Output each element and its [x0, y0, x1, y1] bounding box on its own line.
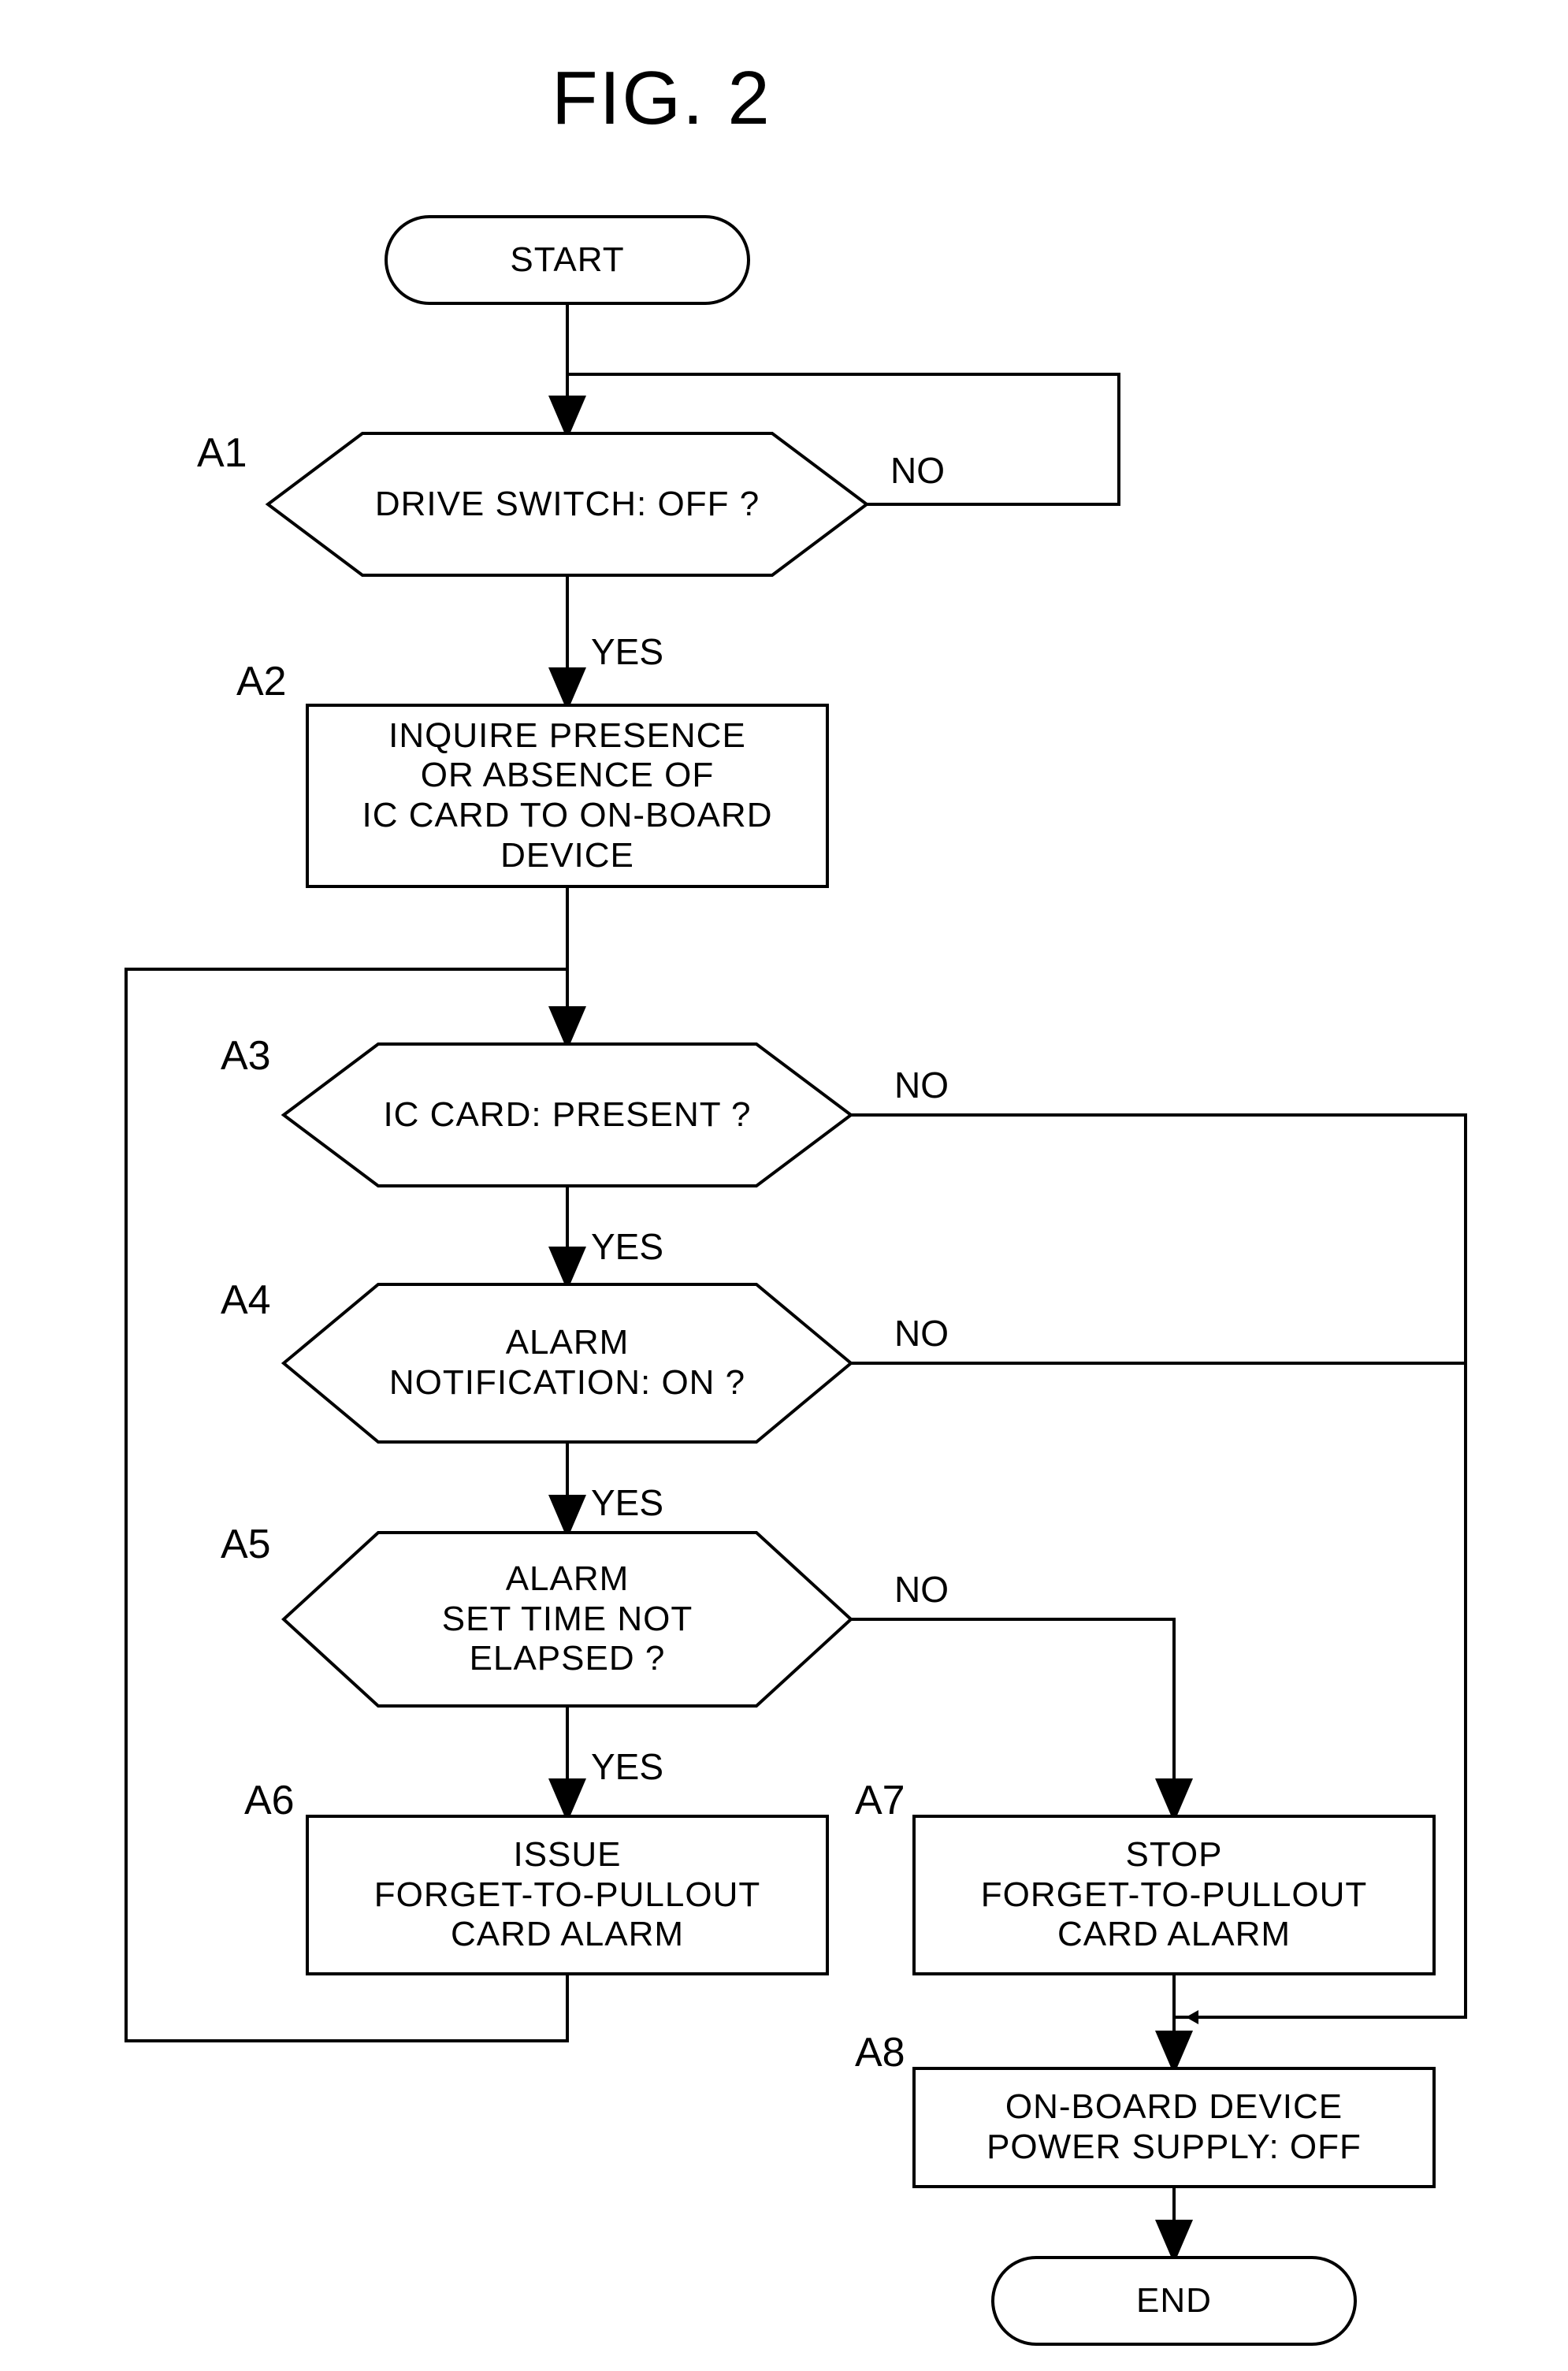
- edge-label: NO: [890, 449, 945, 492]
- node-text-a6: ISSUE FORGET-TO-PULLOUT CARD ALARM: [307, 1816, 827, 1974]
- step-label-a6: A6: [244, 1777, 295, 1824]
- step-label-a7: A7: [855, 1777, 905, 1824]
- step-label-a1: A1: [197, 429, 247, 477]
- edge-label: YES: [591, 630, 663, 673]
- node-text-a8: ON-BOARD DEVICE POWER SUPPLY: OFF: [914, 2068, 1434, 2187]
- step-label-a2: A2: [236, 658, 287, 705]
- step-label-a5: A5: [221, 1521, 271, 1568]
- edge-label: NO: [894, 1312, 949, 1355]
- arrowhead: [1186, 2010, 1198, 2024]
- node-text-a3: IC CARD: PRESENT ?: [284, 1044, 851, 1186]
- node-text-a1: DRIVE SWITCH: OFF ?: [268, 433, 867, 575]
- edge-label: YES: [591, 1225, 663, 1268]
- step-label-a8: A8: [855, 2029, 905, 2076]
- step-label-a4: A4: [221, 1277, 271, 1324]
- edge-label: YES: [591, 1481, 663, 1524]
- edge-label: NO: [894, 1568, 949, 1611]
- node-text-end: END: [993, 2258, 1355, 2344]
- node-text-a4: ALARM NOTIFICATION: ON ?: [284, 1284, 851, 1442]
- node-text-start: START: [386, 217, 749, 303]
- node-text-a7: STOP FORGET-TO-PULLOUT CARD ALARM: [914, 1816, 1434, 1974]
- step-label-a3: A3: [221, 1032, 271, 1080]
- edge-label: NO: [894, 1064, 949, 1106]
- edge-label: YES: [591, 1745, 663, 1788]
- node-text-a5: ALARM SET TIME NOT ELAPSED ?: [284, 1533, 851, 1706]
- node-text-a2: INQUIRE PRESENCE OR ABSENCE OF IC CARD T…: [307, 705, 827, 886]
